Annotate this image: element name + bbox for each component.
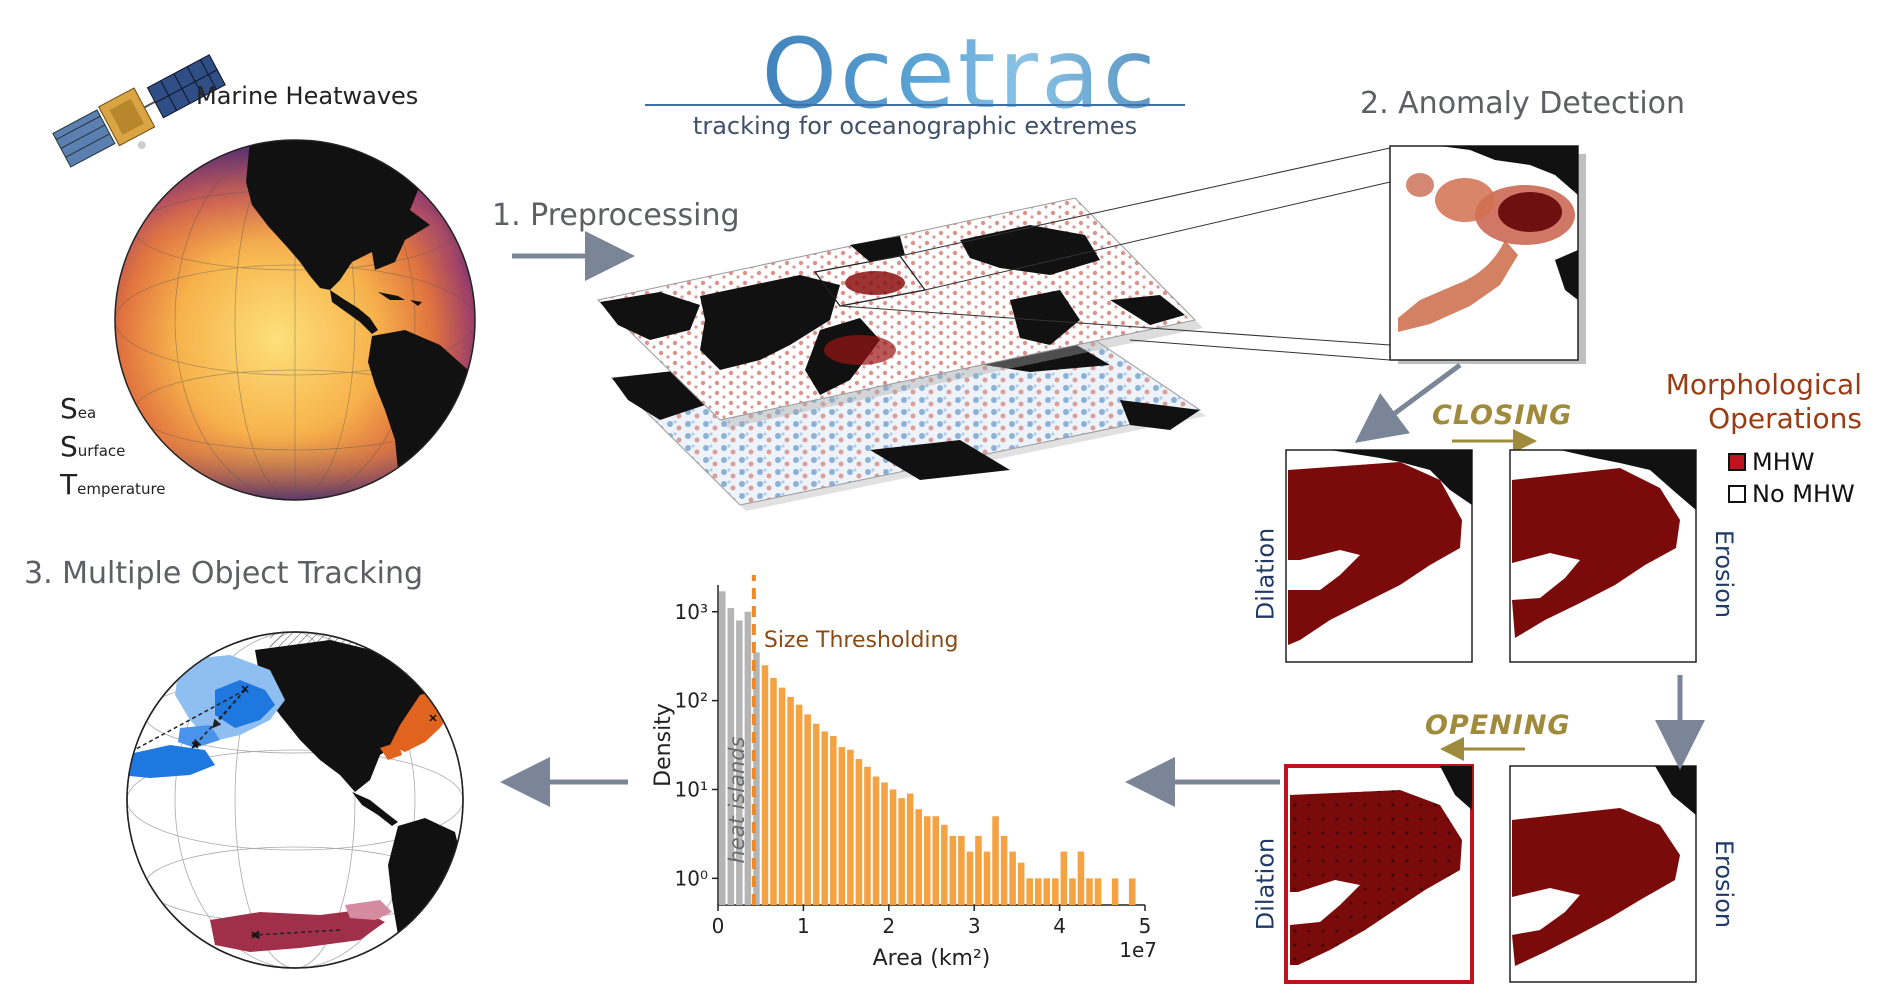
histogram-bar: [830, 735, 837, 905]
histogram-bar: [812, 723, 820, 905]
histogram-bar: [992, 816, 999, 905]
histogram-bar: [1094, 878, 1102, 905]
histogram-bar: [719, 591, 726, 905]
histogram-bar: [1077, 851, 1085, 905]
label-dilation-bottom: Dilation: [1251, 837, 1280, 931]
x-offset-label: 1e7: [1119, 938, 1157, 962]
label-erosion-bottom: Erosion: [1710, 839, 1739, 929]
x-tick-label: 0: [712, 914, 725, 938]
tracking-globe: [126, 631, 464, 969]
histogram-bar: [898, 798, 905, 905]
histogram-bar: [770, 677, 777, 905]
step-preprocessing: 1. Preprocessing: [492, 198, 740, 233]
x-axis-label: Area (km²): [873, 946, 991, 971]
histogram-bar: [975, 835, 982, 905]
closing-label: CLOSING: [1432, 400, 1573, 431]
histogram-bar: [881, 782, 888, 905]
panel-dilation-top: [1285, 449, 1473, 663]
title-divider: [645, 104, 1185, 106]
legend-item-mhw: MHW: [1728, 448, 1855, 476]
histogram-bar: [1009, 851, 1016, 905]
histogram-bar: [923, 816, 931, 905]
morphology-legend: MHW No MHW: [1728, 448, 1855, 508]
sst-globe: [114, 139, 476, 501]
sst-line-temperature: Temperature: [60, 468, 166, 501]
legend-swatch-mhw: [1728, 453, 1746, 471]
histogram-bar: [872, 776, 880, 905]
panel-erosion-top: [1509, 449, 1697, 663]
step-anomaly-detection: 2. Anomaly Detection: [1360, 86, 1686, 121]
histogram-bar: [804, 714, 811, 905]
x-tick-label: 1: [797, 914, 810, 938]
histogram-bar: [958, 835, 965, 905]
histogram-bar: [941, 824, 948, 905]
heat-islands-label: heat islands: [725, 736, 749, 863]
marine-heatwaves-label: Marine Heatwaves: [196, 82, 419, 110]
histogram-bar: [787, 696, 794, 905]
histogram-bar: [847, 749, 854, 905]
legend-item-no-mhw: No MHW: [1728, 480, 1855, 508]
app-title: Ocetrac: [640, 18, 1280, 130]
histogram-bar: [1086, 878, 1093, 905]
histogram-bar: [1000, 835, 1008, 905]
panel-dilation-bottom: [1284, 764, 1474, 984]
x-tick-label: 2: [882, 914, 895, 938]
sst-line-sea: Sea: [60, 392, 97, 425]
legend-swatch-no-mhw: [1728, 485, 1746, 503]
x-tick-label: 3: [968, 914, 981, 938]
size-threshold-histogram: 0 1 2 3 4 5 10⁰ 10¹ 10² 10³ Area (km²) 1e7 Density…: [651, 575, 1157, 971]
histogram-bar: [983, 851, 991, 905]
panel-erosion-bottom: [1509, 765, 1697, 983]
arrow-to-morphology: [1354, 362, 1462, 443]
histogram-bar: [1060, 851, 1068, 905]
histogram-bar: [727, 608, 735, 905]
histogram-bar: [1069, 878, 1076, 905]
x-tick-label: 4: [1053, 914, 1066, 938]
histogram-bar: [966, 851, 974, 905]
histogram-bar: [906, 793, 914, 905]
histogram-bar: [932, 816, 940, 905]
opening-label: OPENING: [1425, 710, 1571, 741]
label-dilation-top: Dilation: [1251, 527, 1280, 621]
histogram-bar: [838, 747, 846, 905]
histogram-bar: [1043, 878, 1051, 905]
histogram-bar: [1128, 878, 1136, 905]
histogram-bar: [736, 620, 743, 905]
threshold-label: Size Thresholding: [764, 628, 959, 653]
y-tick-label: 10¹: [675, 777, 708, 801]
histogram-bar: [761, 665, 769, 905]
app-subtitle: tracking for oceanographic extremes: [692, 112, 1138, 140]
histogram-bar: [1052, 878, 1059, 905]
histogram-bar: [949, 835, 957, 905]
sst-line-surface: Surface: [60, 430, 126, 463]
y-tick-label: 10³: [675, 600, 708, 624]
histogram-bar: [744, 611, 752, 905]
histogram-bar: [1111, 878, 1119, 905]
histogram-bar: [864, 766, 871, 905]
histogram-bar: [1017, 862, 1025, 905]
histogram-bar: [753, 652, 760, 905]
histogram-bar: [795, 704, 803, 905]
histogram-bar: [1026, 878, 1033, 905]
histogram-bar: [889, 789, 897, 905]
sst-label: Sea Surface Temperature: [60, 392, 166, 506]
histogram-bar: [915, 809, 922, 905]
anomaly-zoom-panel: [1389, 145, 1586, 364]
zoom-lines: [839, 147, 1391, 361]
histogram-bar: [855, 759, 863, 905]
preprocessing-map-stack: [596, 197, 1206, 511]
y-tick-label: 10⁰: [675, 866, 708, 890]
morphological-operations-title: Morphological Operations: [1665, 368, 1862, 435]
step-object-tracking: 3. Multiple Object Tracking: [24, 556, 423, 591]
satellite-icon: [52, 54, 226, 168]
y-axis-label: Density: [651, 703, 676, 787]
histogram-bar: [778, 687, 786, 905]
label-erosion-top: Erosion: [1710, 529, 1739, 619]
y-tick-label: 10²: [675, 689, 708, 713]
histogram-bar: [821, 731, 829, 905]
x-tick-label: 5: [1139, 914, 1152, 938]
histogram-bar: [1034, 878, 1042, 905]
